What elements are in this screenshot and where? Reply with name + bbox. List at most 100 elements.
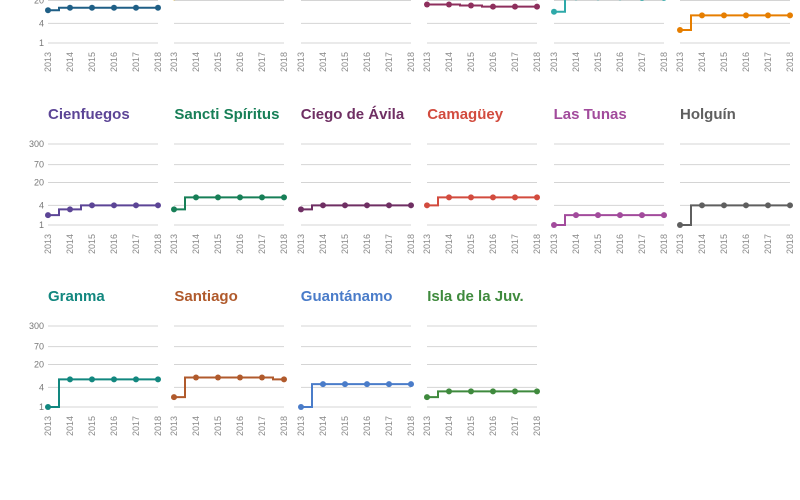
x-tick-label: 2014 xyxy=(191,234,201,254)
data-point xyxy=(111,202,117,209)
panel-chart: Sancti Spíritus 2013 2014 2015 2016 2017 2018 xyxy=(169,76,300,254)
data-point xyxy=(677,26,683,33)
x-tick-label: 2014 xyxy=(444,416,454,436)
x-tick-label: 2015 xyxy=(213,234,223,254)
data-point xyxy=(341,202,348,209)
panel-svg: 2013 2014 2015 2016 2017 2018 xyxy=(549,143,669,254)
data-point xyxy=(319,381,326,388)
data-point xyxy=(765,202,771,209)
x-tick-label: 2016 xyxy=(235,234,245,254)
x-tick-label: 2017 xyxy=(257,234,267,254)
data-point xyxy=(193,374,200,381)
panel-title: Isla de la Juv. xyxy=(427,288,524,305)
panel-chart: 2013 2014 2015 2016 2017 2018 xyxy=(422,0,553,72)
panel-title: Las Tunas xyxy=(553,106,627,123)
data-point xyxy=(215,194,222,201)
x-tick-label: 2013 xyxy=(169,234,179,254)
x-tick-label: 2017 xyxy=(257,416,267,436)
x-tick-label: 2016 xyxy=(362,416,372,436)
series-line xyxy=(300,204,411,211)
x-tick-label: 2015 xyxy=(593,234,603,254)
x-tick-label: 2017 xyxy=(637,52,647,72)
data-point xyxy=(660,212,667,219)
x-tick-label: 2018 xyxy=(532,52,542,72)
series-line xyxy=(553,214,664,226)
x-tick-label: 2015 xyxy=(593,52,603,72)
x-tick-label: 2016 xyxy=(109,416,119,436)
x-tick-label: 2014 xyxy=(191,52,201,72)
series-line xyxy=(680,204,790,226)
x-tick-label: 2015 xyxy=(340,234,350,254)
x-tick-label: 2013 xyxy=(422,416,432,436)
x-tick-label: 2013 xyxy=(549,234,559,254)
x-tick-label: 2018 xyxy=(153,52,163,72)
data-point xyxy=(67,376,73,383)
data-point xyxy=(721,202,727,209)
y-tick-label: 300 xyxy=(29,321,44,331)
x-tick-label: 2016 xyxy=(109,52,119,72)
series-line xyxy=(427,196,538,207)
data-point xyxy=(363,381,370,388)
panel-svg: 2013 2014 2015 2016 2017 2018 xyxy=(422,325,542,436)
panel-title: Santiago xyxy=(174,288,238,305)
x-tick-label: 2017 xyxy=(131,52,141,72)
data-point xyxy=(572,212,579,219)
panel-chart: Ciego de Ávila 2013 2014 2015 2016 2017 2018 xyxy=(296,76,427,254)
x-tick-label: 2015 xyxy=(87,234,97,254)
x-tick-label: 2014 xyxy=(571,234,581,254)
x-tick-label: 2013 xyxy=(43,416,53,436)
data-point xyxy=(424,202,431,209)
panel-chart: Las Tunas 2013 2014 2015 2016 2017 2018 xyxy=(549,76,680,254)
x-tick-label: 2018 xyxy=(279,416,289,436)
x-tick-label: 2017 xyxy=(384,234,394,254)
data-point xyxy=(468,2,475,9)
data-point xyxy=(765,12,771,19)
data-point xyxy=(743,202,749,209)
x-tick-label: 2014 xyxy=(318,416,328,436)
x-tick-label: 2013 xyxy=(422,234,432,254)
panel-chart: Guantánamo 2013 2014 2015 2016 2017 2018 xyxy=(296,258,427,436)
data-point xyxy=(111,4,117,11)
data-point xyxy=(133,376,139,383)
x-tick-label: 2015 xyxy=(340,52,350,72)
data-point xyxy=(67,206,73,213)
series-line xyxy=(174,196,285,211)
x-tick-label: 2013 xyxy=(296,416,306,436)
panel-svg: 2013 2014 2015 2016 2017 2018 xyxy=(422,143,542,254)
data-point xyxy=(490,388,497,395)
x-tick-label: 2017 xyxy=(257,52,267,72)
x-tick-label: 2016 xyxy=(488,52,498,72)
x-tick-label: 2018 xyxy=(532,234,542,254)
x-tick-label: 2014 xyxy=(697,234,707,254)
x-tick-label: 2013 xyxy=(675,52,685,72)
x-tick-label: 2014 xyxy=(318,234,328,254)
x-tick-label: 2014 xyxy=(444,52,454,72)
data-point xyxy=(155,376,161,383)
panel-svg: 2013 2014 2015 2016 2017 2018 xyxy=(549,0,669,72)
x-tick-label: 2015 xyxy=(466,234,476,254)
data-point xyxy=(424,394,431,401)
x-tick-label: 2016 xyxy=(615,234,625,254)
x-tick-label: 2014 xyxy=(571,52,581,72)
data-point xyxy=(699,12,705,19)
y-tick-label: 20 xyxy=(34,0,44,5)
x-tick-label: 2017 xyxy=(384,416,394,436)
series-line xyxy=(48,378,158,408)
data-point xyxy=(534,388,541,395)
x-tick-label: 2013 xyxy=(43,52,53,72)
data-point xyxy=(45,212,51,219)
data-point xyxy=(281,376,288,383)
panel-svg: 2013 2014 2015 2016 2017 2018 xyxy=(169,0,289,72)
data-point xyxy=(424,1,431,8)
x-tick-label: 2016 xyxy=(488,234,498,254)
y-tick-label: 70 xyxy=(34,342,44,352)
data-point xyxy=(171,394,178,401)
x-tick-label: 2015 xyxy=(719,52,729,72)
x-tick-label: 2016 xyxy=(488,416,498,436)
panel-title: Camagüey xyxy=(427,106,504,123)
panel-svg: 2013 2014 2015 2016 2017 2018 xyxy=(675,0,795,72)
data-point xyxy=(550,8,557,15)
data-point xyxy=(67,4,73,11)
